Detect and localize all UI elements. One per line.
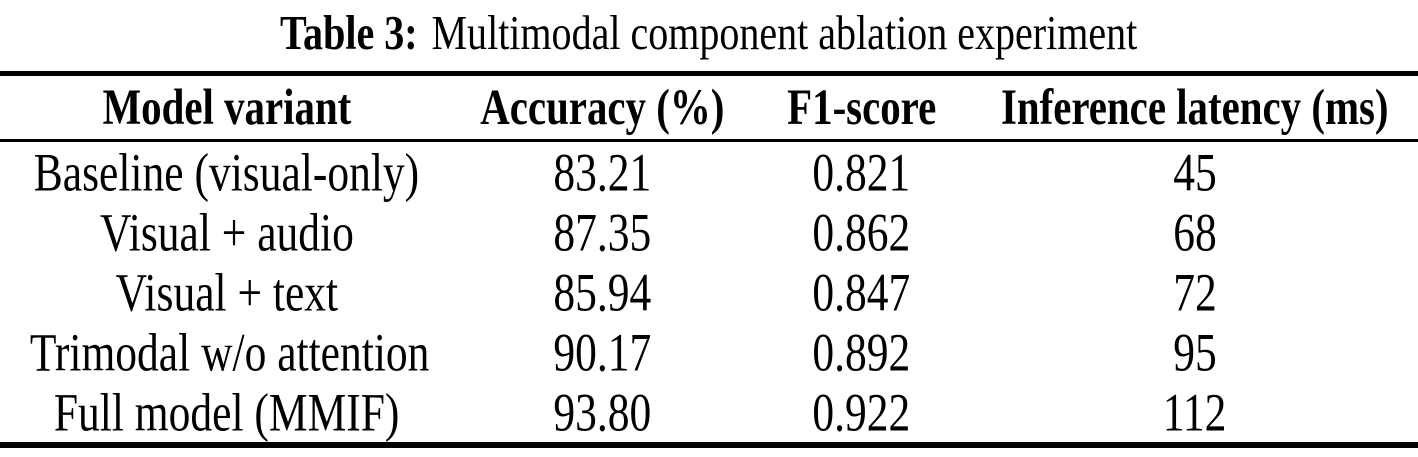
column-header-label: Inference latency (ms) [1000,79,1389,136]
cell-value: 83.21 [553,141,652,203]
cell-inference-latency: 68 [971,202,1418,262]
column-header-label: Accuracy (%) [480,79,725,136]
cell-value: 0.922 [812,381,911,443]
cell-f1-score: 0.922 [752,382,972,445]
cell-value: Full model (MMIF) [54,381,400,443]
cell-accuracy: 93.80 [454,382,752,445]
ablation-results-table: Model variant Accuracy (%) F1-score Infe… [0,71,1418,448]
table-caption-title: Multimodal component ablation experiment [431,6,1138,60]
column-header-f1-score: F1-score [751,73,972,142]
column-header-model-variant: Model variant [0,73,454,142]
cell-inference-latency: 95 [971,322,1418,382]
cell-f1-score: 0.892 [752,322,972,382]
cell-value: Baseline (visual-only) [34,141,420,203]
cell-f1-score: 0.821 [752,141,972,203]
cell-value: 112 [1162,381,1227,443]
cell-value: 45 [1172,141,1217,203]
cell-f1-score: 0.847 [752,262,972,322]
cell-inference-latency: 112 [971,382,1418,445]
cell-value: 93.80 [553,381,652,443]
table-caption-label: Table 3: [280,6,418,60]
cell-value: Visual + audio [99,201,354,263]
cell-value: 95 [1172,321,1217,383]
cell-inference-latency: 72 [971,262,1418,322]
cell-model-variant: Full model (MMIF) [0,382,454,445]
table-row-full-model-mmif: Full model (MMIF) 93.80 0.922 112 [0,382,1418,445]
cell-accuracy: 85.94 [454,262,752,322]
column-header-accuracy: Accuracy (%) [453,73,752,142]
cell-model-variant: Visual + text [0,262,454,322]
table-caption-text: Table 3: Multimodal component ablation ex… [280,4,1137,63]
cell-value: 0.862 [812,201,911,263]
table-row-visual-audio: Visual + audio 87.35 0.862 68 [0,202,1418,262]
cell-accuracy: 83.21 [454,141,752,203]
cell-model-variant: Baseline (visual-only) [0,141,454,203]
cell-model-variant: Trimodal w/o attention [0,322,454,382]
cell-model-variant: Visual + audio [0,202,454,262]
cell-value: 90.17 [553,321,652,383]
cell-value: Visual + text [115,261,339,323]
column-header-label: Model variant [102,79,352,136]
cell-inference-latency: 45 [971,141,1418,203]
cell-accuracy: 90.17 [454,322,752,382]
column-header-inference-latency: Inference latency (ms) [971,73,1418,142]
cell-value: 72 [1172,261,1217,323]
cell-value: Trimodal w/o attention [29,321,430,383]
cell-value: 85.94 [553,261,652,323]
cell-value: 0.847 [812,261,911,323]
table-header-row: Model variant Accuracy (%) F1-score Infe… [0,73,1418,142]
table-row-baseline-visual-only: Baseline (visual-only) 83.21 0.821 45 [0,141,1418,203]
table-caption: Table 3: Multimodal component ablation ex… [0,0,1418,71]
cell-f1-score: 0.862 [752,202,972,262]
cell-value: 0.821 [812,141,911,203]
cell-accuracy: 87.35 [454,202,752,262]
cell-value: 0.892 [812,321,911,383]
table-row-trimodal-wo-attention: Trimodal w/o attention 90.17 0.892 95 [0,322,1418,382]
cell-value: 68 [1172,201,1217,263]
cell-value: 87.35 [553,201,652,263]
column-header-label: F1-score [786,79,936,136]
table-row-visual-text: Visual + text 85.94 0.847 72 [0,262,1418,322]
